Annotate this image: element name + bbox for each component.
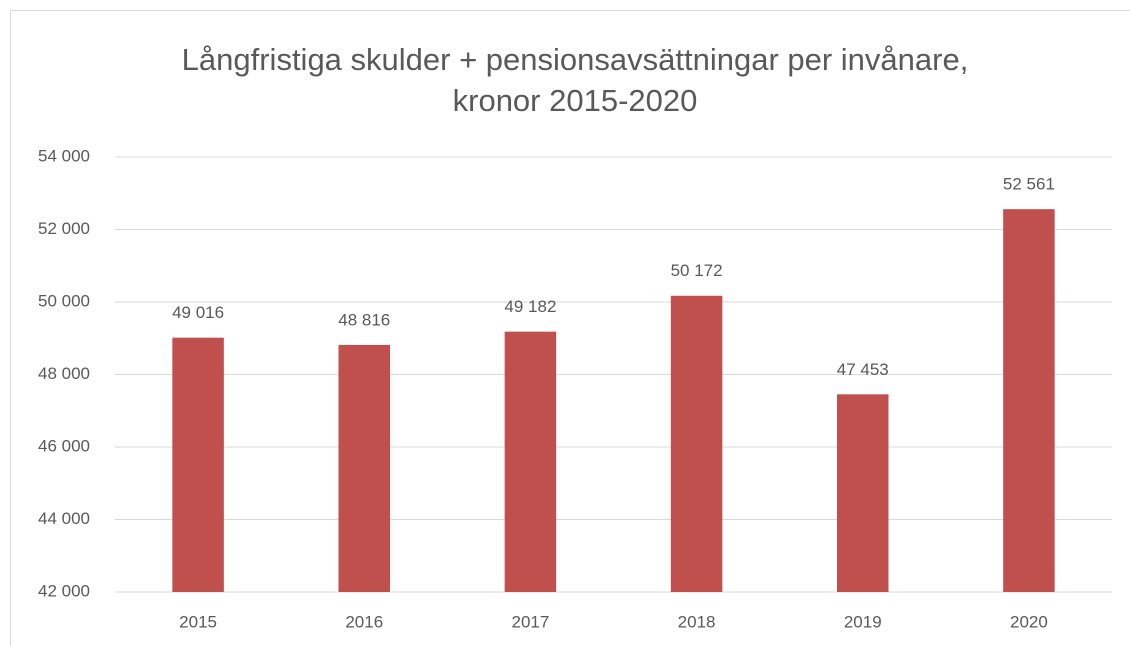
data-label: 50 172 <box>671 261 723 280</box>
bar <box>172 337 224 592</box>
x-tick-label: 2015 <box>179 612 217 631</box>
bar <box>338 344 391 592</box>
data-label: 49 182 <box>504 297 556 316</box>
data-label: 47 453 <box>837 360 889 379</box>
bar <box>504 331 557 592</box>
data-label: 48 816 <box>338 310 390 329</box>
y-tick-label: 44 000 <box>38 509 90 528</box>
data-label: 52 561 <box>1003 175 1055 194</box>
bar <box>670 295 723 592</box>
x-tick-label: 2017 <box>512 612 550 631</box>
y-tick-label: 54 000 <box>38 146 90 165</box>
y-tick-label: 42 000 <box>38 581 90 600</box>
chart-title: Långfristiga skulder + pensionsavsättnin… <box>182 42 969 77</box>
y-tick-label: 46 000 <box>38 436 90 455</box>
x-tick-label: 2018 <box>678 612 716 631</box>
x-tick-label: 2019 <box>844 612 882 631</box>
chart-title: kronor 2015-2020 <box>453 83 698 118</box>
y-tick-label: 52 000 <box>38 219 90 238</box>
bar <box>836 394 889 592</box>
bar <box>1003 209 1055 592</box>
data-label: 49 016 <box>172 303 224 322</box>
chart-border <box>10 10 1130 646</box>
x-tick-label: 2016 <box>345 612 383 631</box>
y-tick-label: 50 000 <box>38 291 90 310</box>
y-tick-label: 48 000 <box>38 364 90 383</box>
x-tick-label: 2020 <box>1010 612 1048 631</box>
